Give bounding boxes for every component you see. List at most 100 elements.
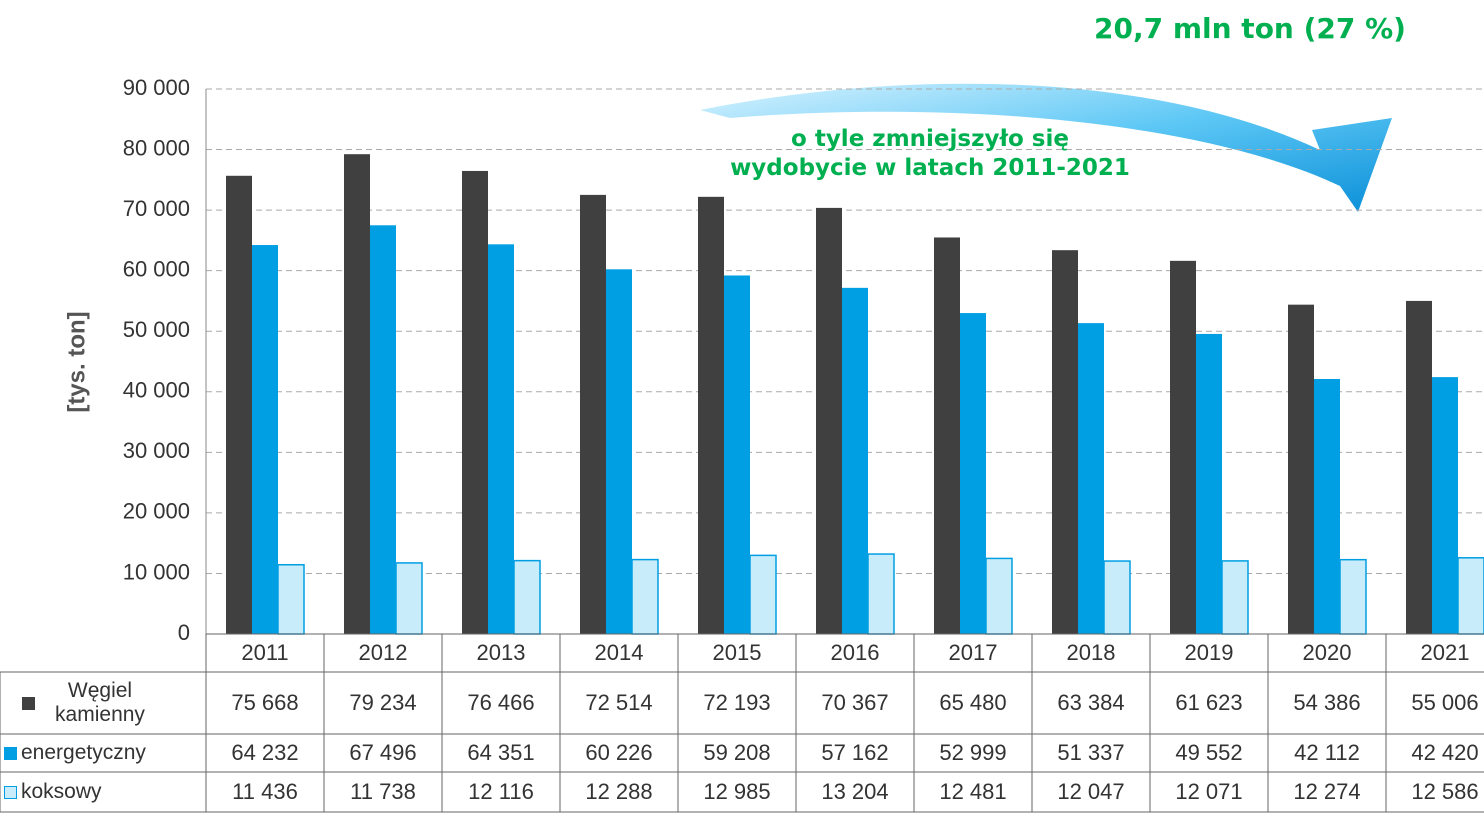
bar xyxy=(698,196,724,634)
bar xyxy=(226,175,252,635)
x-tick-label: 2021 xyxy=(1421,640,1470,665)
bar xyxy=(631,558,659,635)
table-value: 55 006 xyxy=(1411,690,1478,715)
x-tick-label: 2020 xyxy=(1303,640,1352,665)
table-value: 59 208 xyxy=(703,740,770,765)
table-value: 57 162 xyxy=(821,740,888,765)
bar xyxy=(1406,300,1432,634)
legend-entry: koksowy xyxy=(4,772,204,812)
x-tick-label: 2014 xyxy=(595,640,644,665)
bar xyxy=(1457,557,1484,635)
arrow xyxy=(700,83,1392,212)
y-tick-label: 80 000 xyxy=(123,135,190,160)
legend-label: Węgiel kamienny xyxy=(55,679,145,726)
table-value: 42 112 xyxy=(1294,740,1360,765)
table-value: 65 480 xyxy=(939,690,1006,715)
bar xyxy=(1314,378,1340,634)
bar xyxy=(277,563,305,635)
table-value: 60 226 xyxy=(585,740,652,765)
bar xyxy=(580,194,606,634)
bar xyxy=(370,225,396,634)
x-tick-label: 2016 xyxy=(831,640,880,665)
annotation: o tyle zmniejszyło się wydobycie w latac… xyxy=(730,126,1130,181)
table-value: 54 386 xyxy=(1293,690,1360,715)
bar xyxy=(344,154,370,635)
table-value: 51 337 xyxy=(1057,740,1124,765)
bar xyxy=(934,237,960,634)
bar xyxy=(1170,260,1196,634)
y-tick-label: 70 000 xyxy=(123,196,190,221)
table-value: 70 367 xyxy=(821,690,888,715)
table-value: 52 999 xyxy=(939,740,1006,765)
bar xyxy=(1221,560,1249,635)
x-tick-label: 2018 xyxy=(1067,640,1116,665)
table-value: 75 668 xyxy=(231,690,298,715)
table-value: 12 071 xyxy=(1175,779,1242,804)
bar xyxy=(488,244,514,634)
bar xyxy=(1339,558,1367,635)
x-tick-label: 2019 xyxy=(1185,640,1234,665)
legend-entry: Węgiel kamienny xyxy=(22,672,192,734)
y-tick-label: 20 000 xyxy=(123,499,190,524)
bar xyxy=(252,245,278,634)
legend-label: koksowy xyxy=(21,780,102,803)
y-tick-label: 90 000 xyxy=(123,75,190,100)
table-value: 72 514 xyxy=(585,690,652,715)
table-value: 64 351 xyxy=(467,740,534,765)
bar xyxy=(513,559,541,635)
table-value: 11 738 xyxy=(350,779,416,804)
bar xyxy=(1288,304,1314,634)
table-value: 12 274 xyxy=(1293,779,1360,804)
bar xyxy=(462,170,488,635)
y-tick-label: 50 000 xyxy=(123,317,190,342)
legend-label: energetyczny xyxy=(21,741,146,764)
x-tick-label: 2017 xyxy=(949,640,998,665)
x-tick-label: 2012 xyxy=(359,640,408,665)
legend-entry: energetyczny xyxy=(4,734,204,772)
table-value: 64 232 xyxy=(231,740,298,765)
table-value: 12 586 xyxy=(1411,779,1478,804)
y-tick-label: 10 000 xyxy=(123,559,190,584)
bar xyxy=(842,287,868,634)
annotation-title: 20,7 mln ton (27 %) xyxy=(1094,12,1406,45)
bar xyxy=(1103,560,1131,635)
table-value: 11 436 xyxy=(232,779,298,804)
table-value: 72 193 xyxy=(703,690,770,715)
y-tick-label: 30 000 xyxy=(123,438,190,463)
legend-swatch xyxy=(4,746,17,760)
y-tick-label: 0 xyxy=(178,620,190,645)
x-tick-label: 2015 xyxy=(713,640,762,665)
bar xyxy=(985,557,1013,635)
bar xyxy=(960,313,986,634)
bar xyxy=(1196,333,1222,634)
table-value: 49 552 xyxy=(1175,740,1242,765)
x-tick-label: 2013 xyxy=(477,640,526,665)
bar xyxy=(749,554,777,635)
bar xyxy=(395,562,423,635)
bar xyxy=(606,269,632,634)
table-value: 12 116 xyxy=(468,779,534,804)
table-value: 13 204 xyxy=(821,779,888,804)
table-value: 12 481 xyxy=(939,779,1006,804)
y-tick-label: 60 000 xyxy=(123,256,190,281)
y-tick-label: 40 000 xyxy=(123,378,190,403)
table-value: 63 384 xyxy=(1057,690,1124,715)
bar xyxy=(1078,323,1104,634)
table-value: 67 496 xyxy=(349,740,416,765)
bar xyxy=(1432,377,1458,634)
table-value: 42 420 xyxy=(1411,740,1478,765)
table-value: 76 466 xyxy=(467,690,534,715)
table-value: 12 288 xyxy=(585,779,652,804)
legend-swatch xyxy=(22,696,35,710)
y-axis-label: [tys. ton] xyxy=(63,311,90,412)
bar xyxy=(816,207,842,634)
bar xyxy=(1052,250,1078,634)
bar xyxy=(724,275,750,634)
table-value: 61 623 xyxy=(1175,690,1242,715)
bar xyxy=(867,553,895,635)
x-tick-label: 2011 xyxy=(241,640,288,665)
table-value: 79 234 xyxy=(349,690,416,715)
legend-swatch xyxy=(4,785,17,799)
